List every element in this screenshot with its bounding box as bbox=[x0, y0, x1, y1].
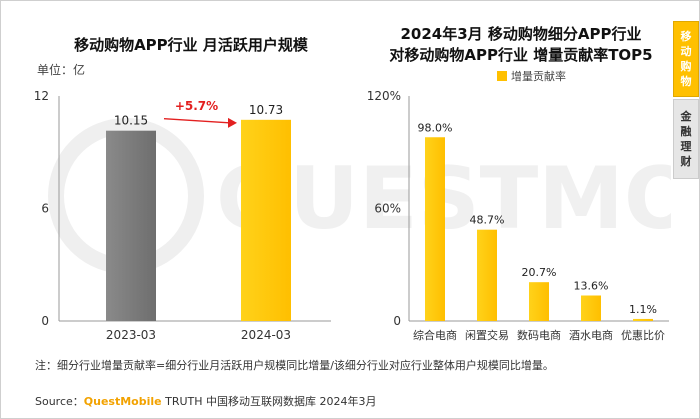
bar-2023-03 bbox=[106, 130, 156, 321]
bar-value-label: 1.1% bbox=[629, 303, 657, 316]
tab-finance[interactable]: 金融理财 bbox=[673, 99, 699, 179]
bar-value-label: 48.7% bbox=[470, 214, 505, 227]
chart1-unit-label: 单位：亿 bbox=[37, 63, 86, 77]
y-tick-label: 6 bbox=[41, 202, 49, 216]
x-tick-label: 2023-03 bbox=[106, 328, 156, 342]
chart1-plot: 0 6 12 10.15 2023-03 10.73 2024-03 +5.7% bbox=[34, 89, 331, 342]
x-tick-label: 综合电商 bbox=[413, 328, 457, 342]
tab-char: 物 bbox=[680, 75, 692, 88]
bar-优惠比价 bbox=[633, 318, 653, 321]
x-tick-label: 2024-03 bbox=[241, 328, 291, 342]
bar-闲置交易 bbox=[477, 229, 497, 321]
source-prefix: Source： bbox=[35, 395, 84, 408]
tab-char: 购 bbox=[680, 60, 692, 73]
x-tick-label: 酒水电商 bbox=[569, 328, 613, 342]
x-tick-label: 数码电商 bbox=[517, 328, 561, 342]
tab-mobile-shopping[interactable]: 移动购物 bbox=[673, 21, 699, 97]
bar-value-label: 10.15 bbox=[114, 114, 148, 128]
bar-value-label: 13.6% bbox=[574, 280, 609, 293]
tab-char: 理 bbox=[680, 140, 692, 153]
legend-label: 增量贡献率 bbox=[511, 70, 566, 83]
bar-value-label: 98.0% bbox=[418, 121, 453, 134]
chart2-title-line1: 2024年3月 移动购物细分APP行业 bbox=[400, 25, 642, 43]
source-brand: QuestMobile bbox=[83, 395, 162, 408]
footnote: 注：细分行业增量贡献率=细分行业月活跃用户规模同比增量/该细分行业对应行业整体用… bbox=[35, 359, 554, 372]
side-tabs: 移动购物 金融理财 bbox=[673, 21, 699, 179]
tab-char: 融 bbox=[680, 125, 692, 138]
bar-数码电商 bbox=[529, 282, 549, 321]
source-line: Source：QuestMobile TRUTH 中国移动互联网数据库 2024… bbox=[35, 393, 377, 409]
tab-char: 财 bbox=[680, 155, 692, 168]
tab-char: 动 bbox=[680, 45, 692, 58]
growth-annotation: +5.7% bbox=[175, 99, 218, 113]
chart1-title: 移动购物APP行业 月活跃用户规模 bbox=[74, 36, 308, 54]
chart2-legend: 增量贡献率 bbox=[497, 68, 566, 84]
source-rest: TRUTH 中国移动互联网数据库 2024年3月 bbox=[161, 395, 377, 408]
bar-value-label: 10.73 bbox=[249, 103, 283, 117]
legend-swatch bbox=[497, 71, 507, 81]
tab-char: 移 bbox=[680, 30, 692, 43]
x-tick-label: 优惠比价 bbox=[621, 328, 665, 342]
chart2-title-line2: 对移动购物APP行业 增量贡献率TOP5 bbox=[389, 46, 653, 64]
y-tick-label: 12 bbox=[34, 89, 49, 103]
x-tick-label: 闲置交易 bbox=[465, 328, 509, 342]
y-tick-label: 0 bbox=[393, 314, 401, 328]
y-tick-label: 0 bbox=[41, 314, 49, 328]
y-tick-label: 120% bbox=[367, 89, 401, 103]
bar-2024-03 bbox=[241, 119, 291, 321]
chart2-title: 2024年3月 移动购物细分APP行业 对移动购物APP行业 增量贡献率TOP5 bbox=[371, 24, 671, 66]
bar-酒水电商 bbox=[581, 295, 601, 321]
bar-value-label: 20.7% bbox=[522, 266, 557, 279]
growth-arrow-line bbox=[163, 117, 230, 124]
bar-综合电商 bbox=[425, 137, 445, 321]
growth-arrow-head bbox=[228, 117, 237, 128]
tab-char: 金 bbox=[680, 110, 692, 123]
chart2-plot: 0 60% 120% 98.0% 综合电商 48.7% 闲置交易 20.7% 数码电商 13.6%… bbox=[367, 89, 669, 342]
y-tick-label: 60% bbox=[374, 202, 401, 216]
